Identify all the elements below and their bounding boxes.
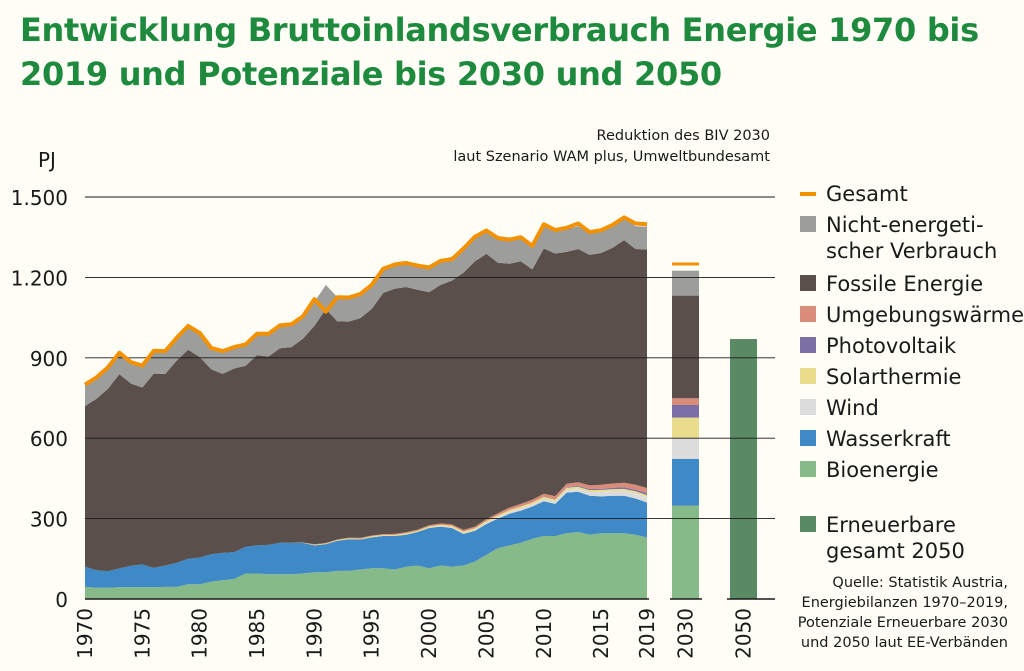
x-tick-label-2015: 2015 [589,608,613,659]
legend-label-wasser: Wasserkraft [826,427,951,451]
y-tick-label-600: 600 [30,427,68,451]
area-fossile-energie [85,240,647,572]
annotation-reduktion: Reduktion des BIV 2030 laut Szenario WAM … [453,128,770,165]
x-tick-label-2030: 2030 [674,608,698,659]
legend-marker-solar [800,368,816,384]
x-tick-label-1985: 1985 [245,608,269,659]
legend-marker-ee2050 [800,516,816,532]
x-tick-label-1970: 1970 [73,608,97,659]
x-tick-label-2019: 2019 [635,608,659,659]
source-note: Quelle: Statistik Austria, Energiebilanze… [798,575,1008,651]
y-axis-label: PJ [38,148,56,172]
y-tick-label-1500: 1.500 [11,186,68,210]
baseline-gap-1 [649,598,670,601]
legend-label-solar: Solarthermie [826,365,961,389]
bar-2030-photovoltaik [672,404,699,418]
y-tick-label-0: 0 [55,588,68,612]
legend-label-gesamt: Gesamt [826,182,908,206]
line-gesamt [83,215,648,387]
legend-label-ee2050: Erneuerbare gesamt 2050 [826,513,965,563]
bar-2030-gesamt-marker [672,262,699,266]
legend-marker-wind [800,399,816,415]
y-tick-label-900: 900 [30,347,68,371]
bar-2030-umgebungswaerme [672,398,699,405]
x-tick-label-1990: 1990 [302,608,326,659]
area-nicht-energetischer-verbrauch [85,217,647,406]
chart-title: Entwicklung Bruttoinlandsverbrauch Energ… [20,11,979,93]
legend-marker-wasser [800,430,816,446]
x-tick-label-2050: 2050 [732,608,756,659]
x-tick-label-2010: 2010 [532,608,556,659]
bar-2050-erneuerbare [730,339,757,599]
x-tick-label-1975: 1975 [130,608,154,659]
legend-marker-pv [800,337,816,353]
legend-label-fossil: Fossile Energie [826,272,983,296]
area-bioenergie [85,532,647,599]
x-tick-label-1980: 1980 [188,608,212,659]
bar-2030-wind [672,437,699,459]
bar-2030-bioenergie [672,505,699,599]
y-tick-label-1200: 1.200 [11,266,68,290]
bar-2030-wasserkraft [672,458,699,506]
area-wasserkraft [85,491,647,588]
legend-marker-gesamt [800,192,816,196]
bar-2030-nicht-energetischer-verbrauch [672,270,699,296]
x-tick-label-2000: 2000 [417,608,441,659]
legend-label-bio: Bioenergie [826,458,939,482]
legend-label-nicht_energetisch: Nicht-energeti-scher Verbrauch [826,213,997,263]
legend-marker-fossil [800,275,816,291]
bar-2030-solarthermie [672,417,699,438]
legend-label-wind: Wind [826,396,879,420]
legend-marker-umgebung [800,306,816,322]
legend-label-pv: Photovoltaik [826,334,957,358]
legend-marker-bio [800,461,816,477]
y-tick-label-300: 300 [30,508,68,532]
bar-2030-fossile-energie [672,295,699,399]
x-tick-label-1995: 1995 [360,608,384,659]
x-tick-label-2005: 2005 [474,608,498,659]
baseline-gap-2 [702,598,727,601]
legend-marker-nicht_energetisch [800,216,816,232]
legend-label-umgebung: Umgebungswärme [826,303,1024,327]
